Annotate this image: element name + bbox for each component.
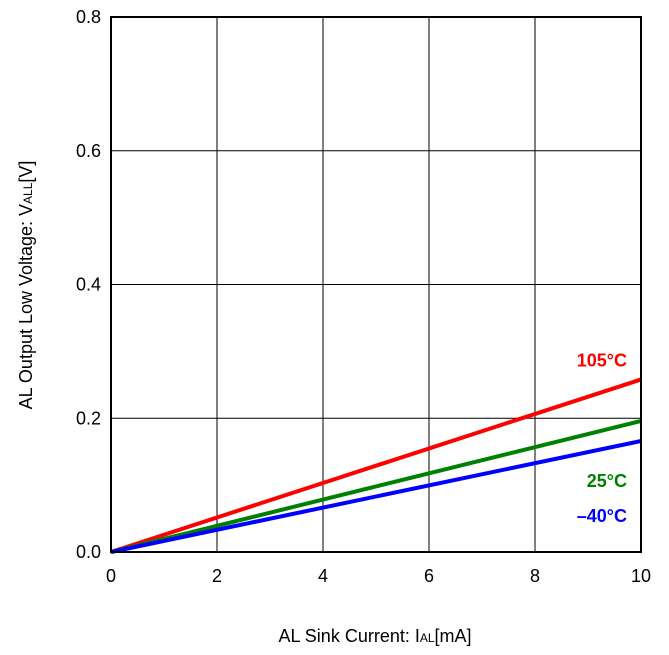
x-tick-label: 6 (424, 566, 434, 586)
y-axis-title: AL Output Low Voltage: VALL[V] (16, 161, 36, 410)
y-axis-title-sub: ALL (21, 182, 35, 204)
y-tick-labels: 0.0 0.2 0.4 0.6 0.8 (76, 7, 101, 562)
y-tick-label: 0.2 (76, 408, 101, 428)
x-tick-label: 10 (631, 566, 651, 586)
x-axis-title-suffix: [mA] (435, 626, 472, 646)
x-axis-title-sub: AL (420, 631, 435, 645)
series-labels: 105°C 25°C –40°C (577, 350, 627, 526)
y-tick-label: 0.0 (76, 542, 101, 562)
grid-lines (111, 17, 641, 552)
y-axis-title-main: AL Output Low Voltage: V (16, 204, 36, 409)
series-label: –40°C (577, 506, 627, 526)
plot-frame (110, 16, 642, 553)
series-label: 25°C (587, 471, 627, 491)
x-axis-title: AL Sink Current: IAL[mA] (278, 626, 471, 646)
x-tick-labels: 0 2 4 6 8 10 (106, 566, 651, 586)
series-line (110, 418, 642, 554)
x-tick-label: 2 (212, 566, 222, 586)
x-axis-title-main: AL Sink Current: I (278, 626, 419, 646)
series-line (110, 377, 642, 554)
series-line (110, 439, 642, 554)
y-axis-title-suffix: [V] (16, 161, 36, 183)
series-lines (110, 377, 642, 554)
series-label: 105°C (577, 350, 627, 370)
x-tick-label: 4 (318, 566, 328, 586)
y-tick-label: 0.8 (76, 7, 101, 27)
x-tick-label: 0 (106, 566, 116, 586)
x-tick-label: 8 (530, 566, 540, 586)
y-tick-label: 0.4 (76, 275, 101, 295)
y-tick-label: 0.6 (76, 141, 101, 161)
